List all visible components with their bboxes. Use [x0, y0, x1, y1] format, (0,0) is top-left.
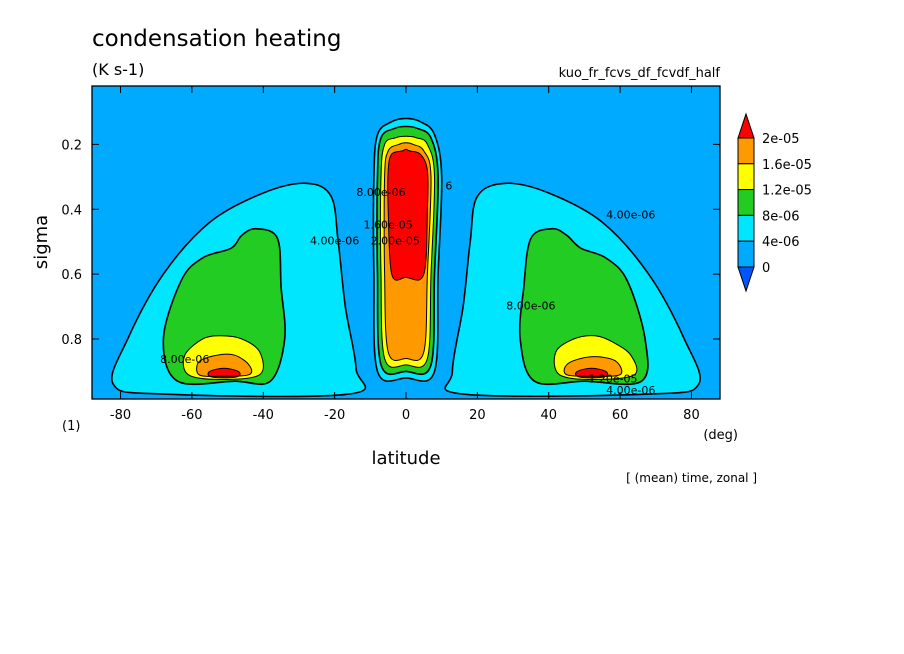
- colorbar-label: 1.2e-05: [762, 184, 812, 199]
- contour-line: [182, 335, 264, 381]
- colorbar-label: 0: [762, 261, 770, 276]
- contour-line: [111, 182, 367, 398]
- colorbar-under-arrow: [737, 266, 755, 293]
- contour-lines: [111, 117, 701, 398]
- contour-line: [563, 356, 623, 377]
- contour-line: [383, 142, 432, 361]
- y-tick-label: 0.2: [61, 138, 82, 153]
- x-tick-label: 80: [683, 408, 700, 423]
- plot-area: [92, 86, 720, 399]
- contour-label-group: 4.00e-06 8.00e-06 4.00e-06 8.00e-06 1.20e-05…: [160, 180, 655, 397]
- contour-fill: [575, 368, 608, 378]
- y-tick-label: 0.6: [61, 268, 82, 283]
- colorbar-band: [737, 214, 755, 242]
- contour-line: [553, 335, 638, 381]
- x-axis-units: (deg): [703, 428, 738, 443]
- y-tick-label: 0.8: [61, 333, 82, 348]
- colorbar-label: 8e-06: [762, 209, 800, 224]
- colorbar-over-arrow: [737, 112, 755, 139]
- contour-label: 4.00e-06: [606, 209, 655, 222]
- y-axis-ticks: 0.2 0.4 0.6 0.8: [61, 138, 720, 348]
- colorbar-band: [737, 240, 755, 268]
- contour-line: [376, 125, 439, 376]
- contour-label: 1.60e-05: [364, 218, 413, 231]
- contour-label: 2.00e-05: [371, 235, 420, 248]
- contour-line: [380, 135, 436, 368]
- x-tick-label: 20: [469, 408, 486, 423]
- contour-line: [518, 227, 649, 386]
- contour-label: 6: [445, 180, 452, 193]
- chart-title: condensation heating: [92, 26, 341, 52]
- contour-label: 4.00e-06: [606, 384, 655, 397]
- contour-line: [444, 182, 701, 398]
- colorbar-label: 1.6e-05: [762, 158, 812, 173]
- contour-label: 1.20e-05: [588, 373, 637, 386]
- contour-fills: [111, 118, 701, 397]
- colorbar-legend: 2e-05 1.6e-05 1.2e-05 8e-06 4e-06 0: [737, 112, 812, 293]
- contour-line: [575, 367, 609, 379]
- x-tick-label: -80: [110, 408, 131, 423]
- contour-line: [196, 353, 253, 377]
- x-axis-ticks: -80 -60 -40 -20 0 20 40 60 80: [110, 86, 700, 423]
- x-tick-label: 60: [612, 408, 629, 423]
- footnote: [ (mean) time, zonal ]: [626, 471, 757, 485]
- chart-units: (K s-1): [92, 60, 144, 79]
- contour-fill: [208, 368, 241, 378]
- x-tick-label: -40: [253, 408, 274, 423]
- contour-label: 8.00e-06: [356, 186, 405, 199]
- colorbar-band: [737, 163, 755, 191]
- colorbar-band: [737, 137, 755, 165]
- x-tick-label: -20: [324, 408, 345, 423]
- panel-label: (1): [62, 419, 80, 434]
- x-tick-label: 0: [402, 408, 410, 423]
- contour-line: [162, 227, 286, 386]
- y-tick-label: 0.4: [61, 203, 82, 218]
- contour-label: 8.00e-06: [160, 353, 209, 366]
- contour-line: [372, 117, 443, 382]
- contour-label: 4.00e-06: [310, 235, 359, 248]
- contour-line: [387, 148, 429, 281]
- contour-label: 8.00e-06: [506, 300, 555, 313]
- colorbar-band: [737, 189, 755, 216]
- y-axis-label: sigma: [31, 215, 52, 269]
- experiment-name: kuo_fr_fcvs_df_fcvdf_half: [559, 66, 721, 81]
- contour-line: [207, 367, 241, 379]
- colorbar-label: 4e-06: [762, 235, 800, 250]
- x-tick-label: 40: [540, 408, 557, 423]
- x-axis-label: latitude: [371, 448, 440, 469]
- colorbar-label: 2e-05: [762, 132, 800, 147]
- contour-fill: [387, 149, 429, 281]
- x-tick-label: -60: [181, 408, 202, 423]
